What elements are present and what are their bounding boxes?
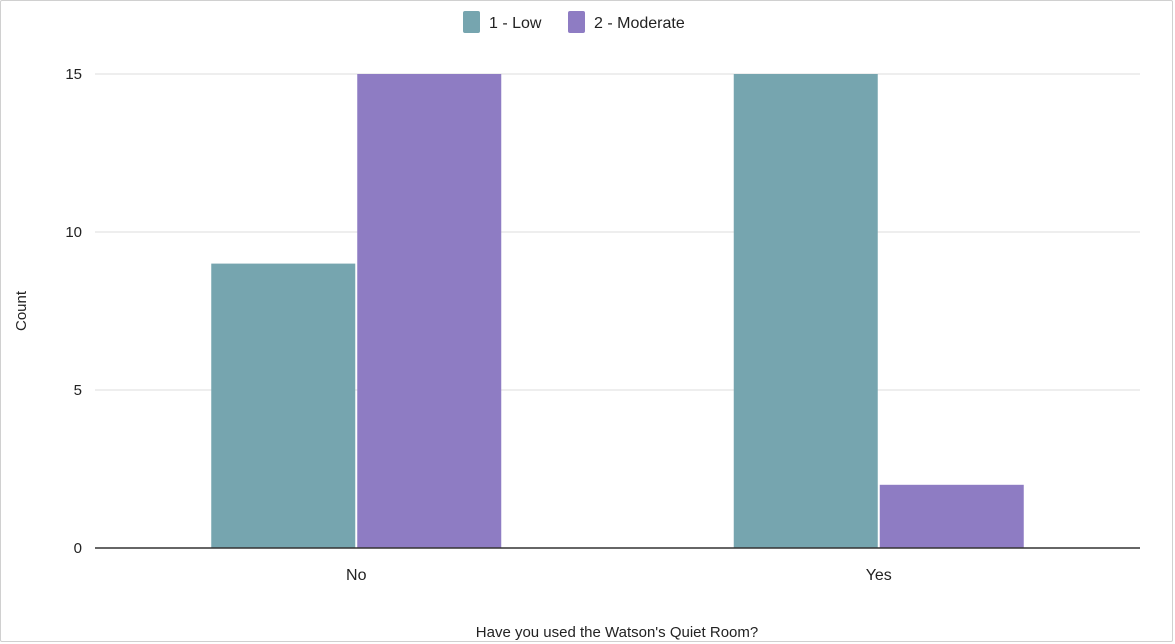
legend-swatch <box>568 11 585 33</box>
legend: 1 - Low 2 - Moderate <box>463 11 685 33</box>
x-tick-label: Yes <box>866 567 892 584</box>
legend-swatch <box>463 11 480 33</box>
y-axis-ticks: 0 5 10 15 <box>65 66 82 557</box>
bar-no-series-1 <box>211 263 356 548</box>
legend-label: 1 - Low <box>489 15 542 32</box>
legend-label: 2 - Moderate <box>594 15 685 32</box>
bars <box>211 74 1024 548</box>
y-axis-label: Count <box>13 290 30 331</box>
y-tick-label: 10 <box>65 224 82 241</box>
x-axis-label: Have you used the Watson's Quiet Room? <box>476 624 758 641</box>
bar-no-series-2 <box>357 74 502 548</box>
bar-yes-series-2 <box>879 484 1024 548</box>
x-tick-label: No <box>346 567 367 584</box>
y-tick-label: 5 <box>74 382 82 399</box>
y-tick-label: 15 <box>65 66 82 83</box>
y-tick-label: 0 <box>74 540 82 557</box>
bar-yes-series-1 <box>733 74 878 548</box>
x-axis-ticks: No Yes <box>346 567 892 584</box>
